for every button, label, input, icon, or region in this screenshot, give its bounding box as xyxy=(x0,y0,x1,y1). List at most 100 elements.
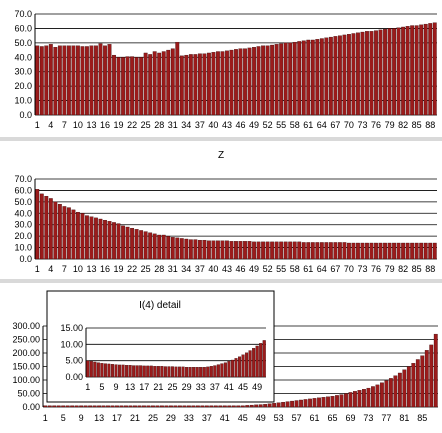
bar xyxy=(181,366,185,378)
bar xyxy=(160,366,164,378)
bar xyxy=(351,33,356,116)
bar xyxy=(362,389,366,408)
bar xyxy=(365,31,369,116)
y-tick-label: 5.00 xyxy=(65,356,83,366)
bar xyxy=(156,366,160,378)
y-tick-label: 200.00 xyxy=(12,348,40,358)
chart-title: Z xyxy=(218,150,224,161)
bar xyxy=(347,34,351,116)
bar xyxy=(344,393,348,408)
bar xyxy=(411,363,416,408)
bar xyxy=(229,241,234,260)
bar xyxy=(306,242,311,260)
x-tick-label: 73 xyxy=(363,413,373,423)
x-tick-label: 61 xyxy=(303,264,313,274)
bar xyxy=(252,348,256,378)
bar xyxy=(351,242,356,260)
x-tick-label: 40 xyxy=(208,120,218,130)
chart-0: 0.0 10.0 20.0 30.0 40.0 50.0 60.0 70.0 1 4 7 10 13 16… xyxy=(14,9,437,130)
bar xyxy=(166,49,171,116)
bar xyxy=(414,25,419,116)
bar xyxy=(161,51,166,116)
bar xyxy=(216,364,220,378)
bar xyxy=(83,405,88,408)
bar xyxy=(321,397,326,408)
bar xyxy=(89,216,94,260)
bar xyxy=(220,240,225,260)
x-tick-label: 81 xyxy=(399,413,409,423)
x-tick-label: 55 xyxy=(276,120,286,130)
bar xyxy=(193,54,198,116)
y-tick-label: 0.00 xyxy=(22,402,40,412)
bar xyxy=(161,234,166,260)
x-tick-label: 5 xyxy=(99,382,104,392)
bar xyxy=(163,366,167,378)
bar xyxy=(243,48,247,116)
x-tick-label: 21 xyxy=(130,413,140,423)
bar xyxy=(392,28,397,116)
bar xyxy=(202,367,206,378)
x-tick-label: 4 xyxy=(48,264,53,274)
bar xyxy=(220,363,224,378)
bar xyxy=(151,405,155,408)
bar xyxy=(43,405,48,408)
bar xyxy=(71,45,76,116)
bar xyxy=(173,405,178,408)
x-tick-label: 41 xyxy=(220,413,230,423)
x-tick-label: 4 xyxy=(48,120,53,130)
bar xyxy=(135,365,139,378)
y-tick-label: 40.0 xyxy=(14,52,32,62)
bar xyxy=(333,36,338,116)
bar xyxy=(132,365,136,378)
bar xyxy=(146,405,151,408)
bar xyxy=(62,45,67,116)
x-tick-label: 22 xyxy=(127,264,137,274)
x-tick-label: 7 xyxy=(62,120,67,130)
bar xyxy=(281,401,286,408)
bar xyxy=(236,405,241,408)
y-tick-label: 30.0 xyxy=(14,220,32,230)
chart-panel-1: 0.0 10.0 20.0 30.0 40.0 50.0 60.0 70.0 1 4 7 10 13 16… xyxy=(0,0,442,137)
bar xyxy=(98,218,103,260)
inset-chart: 0.00 5.00 10.00 15.00 1 5 9 13 17 21 25 29 33 37 41 45 4… xyxy=(46,290,275,403)
x-tick-label: 33 xyxy=(196,382,206,392)
x-tick-label: 65 xyxy=(328,413,338,423)
bar xyxy=(167,366,171,378)
bar xyxy=(70,405,75,408)
bar xyxy=(234,241,238,260)
bar xyxy=(100,363,104,378)
bar xyxy=(206,366,210,378)
bar xyxy=(387,28,392,116)
bar xyxy=(279,43,284,116)
bar xyxy=(188,367,192,378)
bar xyxy=(227,405,232,408)
bar xyxy=(143,52,148,116)
bar xyxy=(335,395,339,408)
bar xyxy=(202,53,207,116)
bar xyxy=(94,217,98,260)
bar xyxy=(195,367,199,378)
bar xyxy=(265,241,270,260)
bar xyxy=(401,242,406,260)
bar xyxy=(249,404,254,408)
bar xyxy=(245,352,249,378)
bar xyxy=(93,361,97,378)
bar xyxy=(110,364,114,378)
bar xyxy=(103,219,107,260)
x-tick-label: 73 xyxy=(357,264,367,274)
bar xyxy=(39,193,44,260)
bar xyxy=(388,378,393,408)
bar xyxy=(116,223,121,260)
bar xyxy=(143,231,148,260)
x-tick-label: 19 xyxy=(114,120,124,130)
bar xyxy=(432,242,437,260)
x-tick-label: 25 xyxy=(141,120,151,130)
bar xyxy=(74,405,79,408)
bar xyxy=(292,241,297,260)
bar xyxy=(423,242,428,260)
bar xyxy=(369,242,374,260)
bar xyxy=(139,365,143,378)
bar xyxy=(66,207,71,260)
bar xyxy=(197,53,202,116)
bar xyxy=(414,242,419,260)
